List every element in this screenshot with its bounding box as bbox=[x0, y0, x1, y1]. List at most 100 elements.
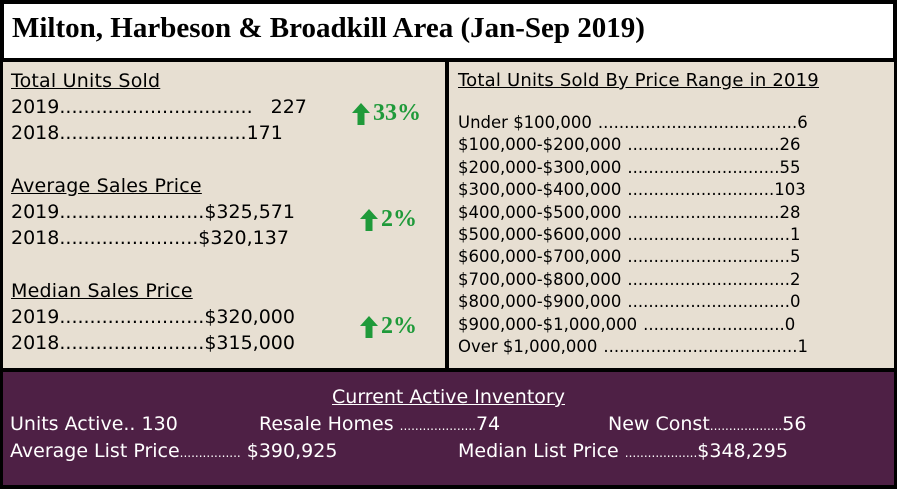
range-value: 2 bbox=[790, 269, 801, 289]
row-dots: ........................ bbox=[59, 306, 205, 328]
arrow-up-icon bbox=[352, 102, 370, 125]
median-list-label: Median List Price bbox=[458, 440, 619, 462]
avg-price-heading: Average Sales Price bbox=[11, 175, 202, 197]
median-price-heading: Median Sales Price bbox=[11, 280, 193, 302]
price-range-heading: Total Units Sold By Price Range in 2019 bbox=[458, 70, 819, 91]
price-range-panel: Total Units Sold By Price Range in 2019 … bbox=[449, 62, 894, 368]
row-label: 2018 bbox=[11, 122, 60, 144]
range-label: $700,000-$800,000 bbox=[458, 269, 622, 289]
resale-homes: Resale Homes ....................74 bbox=[259, 412, 500, 438]
change-value: 33% bbox=[373, 100, 421, 126]
arrow-up-icon bbox=[360, 208, 378, 231]
range-label: $600,000-$700,000 bbox=[458, 247, 622, 267]
avg-list-label: Average List Price bbox=[10, 440, 180, 462]
row-value: 227 bbox=[270, 96, 307, 118]
resale-value: 74 bbox=[475, 413, 501, 435]
title-box: Milton, Harbeson & Broadkill Area (Jan-S… bbox=[3, 3, 894, 59]
range-dots: ............................... bbox=[627, 292, 791, 312]
row-value: $315,000 bbox=[204, 332, 295, 354]
change-value: 2% bbox=[381, 206, 417, 232]
avg-list-value: $390,925 bbox=[246, 440, 338, 462]
price-range-row: $400,000-$500,000.......................… bbox=[458, 202, 858, 224]
price-range-row: $200,000-$300,000.......................… bbox=[458, 157, 858, 179]
price-range-row: $800,000-$900,000.......................… bbox=[458, 291, 858, 313]
new-construction: New Const...................56 bbox=[608, 412, 806, 438]
range-dots: ...................................... bbox=[597, 113, 798, 132]
range-label: Under $100,000 bbox=[458, 113, 592, 132]
range-label: $300,000-$400,000 bbox=[458, 180, 622, 200]
median-price-2018-row: 2018........................$315,000 bbox=[11, 332, 295, 354]
avg-price-2019-row: 2019........................$325,571 bbox=[11, 201, 295, 223]
row-label: 2018 bbox=[11, 227, 60, 249]
range-value: 103 bbox=[774, 180, 806, 200]
price-range-row: $300,000-$400,000.......................… bbox=[458, 179, 858, 201]
median-price-2019-row: 2019........................$320,000 bbox=[11, 306, 295, 328]
avg-list-dots: ................ bbox=[179, 446, 241, 460]
row-value: $320,137 bbox=[198, 227, 289, 249]
row-value: $320,000 bbox=[204, 306, 295, 328]
resale-dots: .................... bbox=[399, 419, 476, 433]
range-value: 5 bbox=[790, 247, 801, 267]
row-dots: ........................ bbox=[59, 201, 205, 223]
median-list-value: $348,295 bbox=[697, 440, 788, 462]
range-dots: ............................. bbox=[627, 202, 780, 222]
units-sold-heading: Total Units Sold bbox=[11, 70, 161, 92]
new-const-value: 56 bbox=[782, 413, 807, 435]
price-range-row: $500,000-$600,000.......................… bbox=[458, 224, 858, 246]
row-dots: ........................ bbox=[59, 332, 205, 354]
arrow-up-icon bbox=[360, 315, 378, 338]
row-dots: ....................... bbox=[59, 227, 199, 249]
units-active-value: 130 bbox=[141, 413, 178, 435]
range-label: Over $1,000,000 bbox=[458, 337, 598, 356]
new-const-dots: ................... bbox=[709, 419, 783, 433]
range-label: $200,000-$300,000 bbox=[458, 157, 622, 177]
avg-price-2018-row: 2018.......................$320,137 bbox=[11, 227, 289, 249]
row-value: 171 bbox=[246, 122, 283, 144]
range-dots: ..................................... bbox=[603, 337, 798, 356]
range-dots: ............................ bbox=[627, 180, 775, 200]
units-sold-2018-row: 2018...............................171 bbox=[11, 122, 283, 144]
units-sold-change: 33% bbox=[351, 100, 421, 127]
resale-label: Resale Homes bbox=[259, 413, 394, 435]
units-sold-2019-row: 2019................................ 227 bbox=[11, 96, 307, 118]
row-value: $325,571 bbox=[204, 201, 295, 223]
range-label: $400,000-$500,000 bbox=[458, 202, 622, 222]
range-value: 1 bbox=[790, 225, 801, 244]
median-price-change: 2% bbox=[359, 313, 417, 340]
range-value: 1 bbox=[797, 337, 808, 356]
range-value: 0 bbox=[784, 314, 796, 334]
median-list-dots: ................... bbox=[624, 446, 698, 460]
range-value: 28 bbox=[779, 202, 801, 222]
price-range-row: Under $100,000..........................… bbox=[458, 112, 858, 134]
range-dots: ............................. bbox=[627, 157, 780, 177]
range-dots: ............................... bbox=[627, 225, 791, 244]
row-label: 2019 bbox=[11, 306, 60, 328]
units-active-label: Units Active bbox=[10, 413, 124, 435]
price-range-row: $600,000-$700,000.......................… bbox=[458, 246, 858, 268]
row-dots: ................................ bbox=[59, 96, 253, 118]
price-range-row: $100,000-$200,000.......................… bbox=[458, 134, 858, 156]
price-range-row: Over $1,000,000.........................… bbox=[458, 336, 858, 358]
units-active: Units Active.. 130 bbox=[10, 412, 178, 436]
avg-price-change: 2% bbox=[359, 206, 417, 233]
range-label: $900,000-$1,000,000 bbox=[458, 314, 638, 334]
inventory-panel: Current Active Inventory Units Active.. … bbox=[3, 372, 894, 485]
range-label: $500,000-$600,000 bbox=[458, 225, 622, 244]
price-range-row: $700,000-$800,000.......................… bbox=[458, 269, 858, 291]
range-dots: ............................... bbox=[627, 247, 791, 267]
row-label: 2019 bbox=[11, 201, 60, 223]
price-range-row: $900,000-$1,000,000.....................… bbox=[458, 314, 858, 336]
row-dots: ............................... bbox=[59, 122, 247, 144]
page-title: Milton, Harbeson & Broadkill Area (Jan-S… bbox=[12, 12, 645, 44]
median-list-price: Median List Price ...................$34… bbox=[458, 439, 788, 465]
row-label: 2019 bbox=[11, 96, 60, 118]
range-value: 0 bbox=[790, 292, 801, 312]
range-dots: ............................... bbox=[627, 269, 791, 289]
new-const-label: New Const bbox=[608, 413, 710, 435]
range-value: 26 bbox=[779, 135, 801, 155]
range-label: $100,000-$200,000 bbox=[458, 135, 622, 155]
range-value: 6 bbox=[797, 113, 808, 132]
inventory-heading: Current Active Inventory bbox=[332, 386, 565, 408]
range-value: 55 bbox=[779, 157, 801, 177]
average-list-price: Average List Price................ $390,… bbox=[10, 439, 337, 465]
